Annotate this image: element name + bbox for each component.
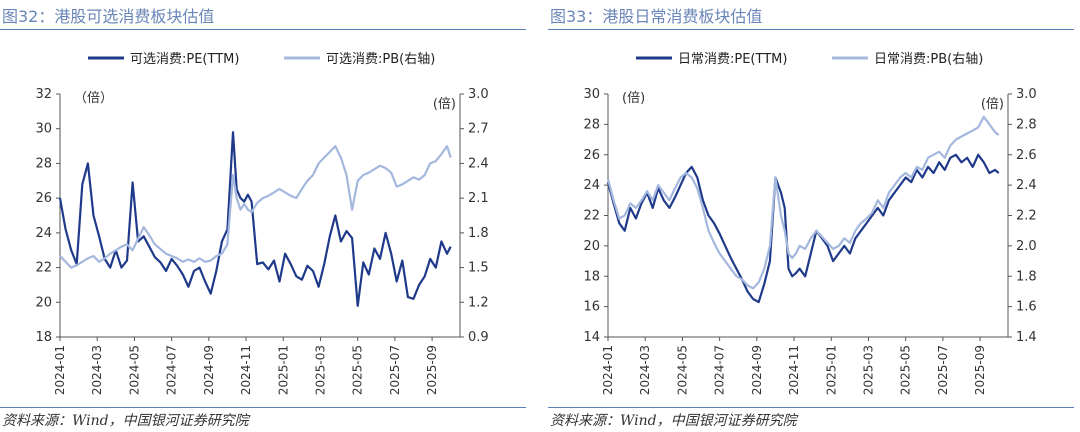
right-tick-label: 0.9 xyxy=(468,330,489,345)
right-tick-label: 1.6 xyxy=(1016,300,1037,315)
left-tick-label: 18 xyxy=(583,269,600,284)
right-tick-label: 1.2 xyxy=(468,295,489,310)
left-tick-label: 26 xyxy=(35,191,52,206)
x-tick-label: 2024-01 xyxy=(53,345,67,395)
left-tick-label: 28 xyxy=(583,117,600,132)
pe-series-line xyxy=(606,153,1000,304)
legend-label: 日常消费:PB(右轴) xyxy=(874,52,983,67)
right-tick-label: 2.2 xyxy=(1016,209,1037,224)
x-tick-label: 2024-09 xyxy=(202,345,216,395)
x-tick-label: 2024-07 xyxy=(713,345,727,395)
x-tick-label: 2024-07 xyxy=(165,345,179,395)
left-tick-label: 30 xyxy=(583,87,600,102)
left-tick-label: 22 xyxy=(35,261,52,276)
x-tick-label: 2025-05 xyxy=(351,345,365,395)
x-tick-label: 2024-01 xyxy=(601,345,615,395)
right-tick-label: 1.4 xyxy=(1016,330,1037,345)
left-tick-label: 20 xyxy=(35,295,52,310)
right-tick-label: 2.4 xyxy=(1016,178,1037,193)
right-tick-label: 2.4 xyxy=(468,156,489,171)
pe-pb-chart-staples: 14 16 18 20 22 24 26 28 30 1.4 1.6 1.8 2.0 2.2 2.4 2.6 2… xyxy=(583,52,1037,395)
left-unit-label: （倍） xyxy=(74,91,113,106)
pb-series-line xyxy=(59,144,452,269)
right-tick-label: 1.5 xyxy=(468,261,489,276)
left-tick-label: 28 xyxy=(35,156,52,171)
right-tick-label: 2.7 xyxy=(468,122,489,137)
left-tick-label: 16 xyxy=(583,300,600,315)
source-rule xyxy=(0,407,526,408)
x-tick-label: 2024-05 xyxy=(675,345,689,395)
left-tick-label: 24 xyxy=(35,226,52,241)
x-tick-label: 2024-11 xyxy=(239,345,253,395)
left-unit-label: (倍) xyxy=(622,91,645,106)
source-rule xyxy=(548,407,1074,408)
x-tick-label: 2025-03 xyxy=(313,345,327,395)
x-tick-label: 2025-05 xyxy=(899,345,913,395)
chart-panel-left: 图32：港股可选消费板块估值 18 20 22 24 26 28 30 32 0.9 1.2 1.5… xyxy=(0,0,530,432)
left-tick-label: 30 xyxy=(35,122,52,137)
left-tick-label: 18 xyxy=(35,330,52,345)
figure-title: 图32：港股可选消费板块估值 xyxy=(2,7,215,26)
right-tick-label: 2.0 xyxy=(1016,239,1037,254)
chart-panel-right: 图33：港股日常消费板块估值 14 16 18 20 22 24 26 28 30 1.4 1.6 1… xyxy=(548,0,1078,432)
legend-label: 日常消费:PE(TTM) xyxy=(678,52,787,67)
x-tick-label: 2024-03 xyxy=(90,345,104,395)
figure-title: 图33：港股日常消费板块估值 xyxy=(550,7,763,26)
title-rule xyxy=(0,29,526,30)
right-tick-label: 2.6 xyxy=(1016,148,1037,163)
x-tick-label: 2025-09 xyxy=(973,345,987,395)
right-tick-label: 1.8 xyxy=(468,226,489,241)
source-note: 资料来源：Wind，中国银河证券研究院 xyxy=(2,413,249,429)
right-tick-label: 2.8 xyxy=(1016,117,1037,132)
left-tick-label: 22 xyxy=(583,209,600,224)
pe-series-line xyxy=(58,131,452,307)
source-note: 资料来源：Wind，中国银河证券研究院 xyxy=(550,413,797,429)
x-tick-label: 2024-09 xyxy=(750,345,764,395)
x-tick-label: 2025-03 xyxy=(861,345,875,395)
left-tick-label: 20 xyxy=(583,239,600,254)
left-tick-label: 32 xyxy=(35,87,52,102)
x-tick-label: 2025-01 xyxy=(276,345,290,395)
pb-series-line xyxy=(606,115,1000,290)
x-tick-label: 2025-07 xyxy=(388,345,402,395)
right-unit-label: (倍) xyxy=(433,97,456,112)
x-tick-label: 2024-11 xyxy=(787,345,801,395)
legend-label: 可选消费:PB(右轴) xyxy=(326,52,435,67)
right-tick-label: 3.0 xyxy=(1016,87,1037,102)
x-tick-label: 2024-03 xyxy=(638,345,652,395)
right-tick-label: 2.1 xyxy=(468,191,489,206)
right-tick-label: 1.8 xyxy=(1016,269,1037,284)
pe-pb-chart-discretionary: 18 20 22 24 26 28 30 32 0.9 1.2 1.5 1.8 2.1 2.4 2.7 3.0… xyxy=(35,52,489,395)
x-tick-label: 2025-07 xyxy=(936,345,950,395)
right-tick-label: 3.0 xyxy=(468,87,489,102)
left-tick-label: 26 xyxy=(583,148,600,163)
title-rule xyxy=(548,29,1074,30)
x-tick-label: 2025-01 xyxy=(824,345,838,395)
left-tick-label: 14 xyxy=(583,330,600,345)
x-tick-label: 2024-05 xyxy=(127,345,141,395)
x-tick-label: 2025-09 xyxy=(425,345,439,395)
right-unit-label: (倍) xyxy=(981,97,1004,112)
legend-label: 可选消费:PE(TTM) xyxy=(130,52,239,67)
left-tick-label: 24 xyxy=(583,178,600,193)
